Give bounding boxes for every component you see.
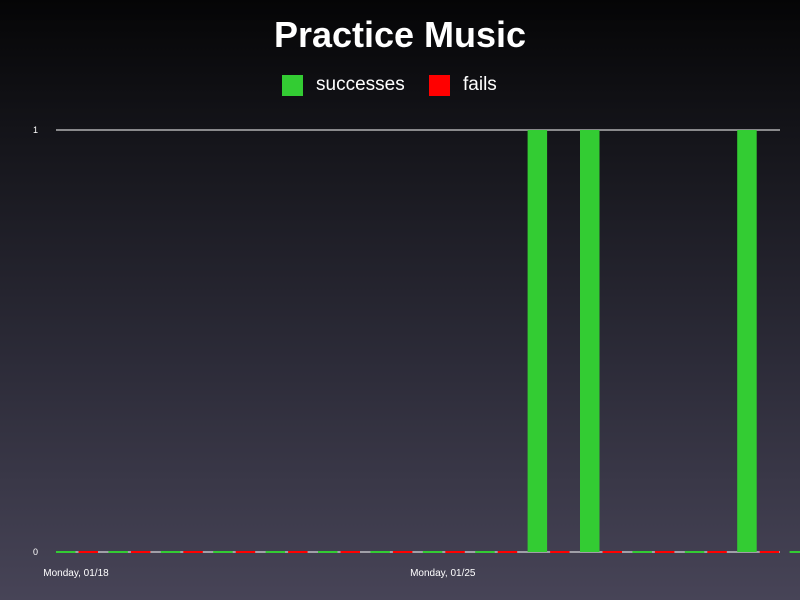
- bar-fails: [497, 551, 518, 553]
- bar-fails: [654, 551, 675, 553]
- bar-fails: [288, 551, 308, 553]
- bar-successes: [265, 551, 286, 553]
- bar-fails: [392, 551, 413, 553]
- bar-successes: [108, 551, 128, 553]
- chart-title: Practice Music: [274, 14, 526, 55]
- bar-successes: [56, 551, 76, 553]
- bar-successes: [580, 130, 600, 552]
- bar-fails: [550, 551, 570, 553]
- bar-successes: [160, 551, 181, 553]
- bars: [56, 130, 800, 553]
- axes: 01: [33, 125, 780, 557]
- x-tick-label: Monday, 01/18: [43, 568, 109, 579]
- bar-successes: [318, 551, 338, 553]
- bar-fails: [130, 551, 151, 553]
- bar-successes: [632, 551, 652, 553]
- legend: successes fails: [282, 74, 497, 96]
- bar-fails: [235, 551, 256, 553]
- bar-fails: [183, 551, 203, 553]
- bar-successes: [475, 551, 495, 553]
- legend-label-successes: successes: [316, 74, 405, 95]
- bar-fails: [78, 551, 98, 553]
- legend-label-fails: fails: [463, 74, 497, 95]
- bar-fails: [340, 551, 360, 553]
- bar-successes: [737, 130, 757, 552]
- bar-fails: [707, 551, 727, 553]
- bar-successes: [370, 551, 390, 553]
- y-tick-label: 0: [33, 547, 38, 557]
- bar-fails: [759, 551, 780, 553]
- legend-swatch-successes: [282, 75, 303, 96]
- y-tick-label: 1: [33, 125, 38, 135]
- x-tick-label: Monday, 01/25: [410, 568, 476, 579]
- bar-fails: [445, 551, 465, 553]
- bar-successes: [422, 551, 443, 553]
- bar-successes: [789, 551, 800, 553]
- bar-successes: [213, 551, 233, 553]
- legend-swatch-fails: [429, 75, 450, 96]
- bar-fails: [602, 551, 622, 553]
- x-tick-labels: Monday, 01/18 Monday, 01/25: [43, 568, 476, 579]
- bar-successes: [684, 551, 705, 553]
- bar-successes: [527, 130, 548, 552]
